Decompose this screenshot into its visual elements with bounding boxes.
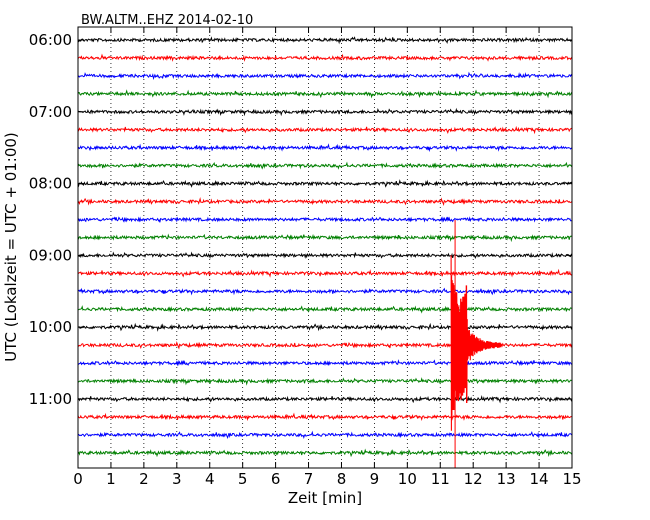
trace-0915	[77, 268, 573, 278]
trace-1030	[77, 359, 572, 367]
x-tick-label: 4	[205, 470, 215, 488]
x-tick-label: 2	[139, 470, 149, 488]
trace-0945	[77, 305, 573, 314]
trace-1000	[77, 322, 573, 332]
y-axis-label: UTC (Lokalzeit = UTC + 01:00)	[2, 132, 20, 362]
trace-1045	[77, 377, 573, 386]
trace-0630	[77, 71, 573, 80]
trace-0900	[77, 251, 573, 259]
trace-0730	[77, 143, 573, 153]
x-tick-label: 10	[398, 470, 417, 488]
plot-frame	[77, 26, 573, 469]
y-tick-label: 06:00	[29, 31, 72, 49]
trace-0600	[77, 36, 573, 45]
event-onset	[452, 285, 468, 404]
event-trace	[450, 220, 502, 468]
trace-0700	[77, 107, 573, 117]
trace-0830	[77, 216, 572, 223]
y-axis-ticks: 06:00 07:00 08:00 09:00 10:00 11:00	[29, 31, 572, 408]
x-tick-label: 0	[73, 470, 83, 488]
trace-0815	[77, 196, 573, 206]
trace-0845	[77, 233, 573, 243]
trace-1115	[77, 412, 573, 422]
x-tick-label: 13	[497, 470, 516, 488]
x-tick-label: 9	[370, 470, 380, 488]
traces	[77, 36, 573, 458]
trace-1100	[77, 395, 573, 404]
trace-0745	[77, 161, 573, 170]
x-tick-label: 15	[562, 470, 581, 488]
trace-0645	[77, 89, 573, 99]
y-tick-label: 08:00	[29, 175, 72, 193]
trace-0615	[77, 53, 573, 62]
x-tick-label: 6	[271, 470, 281, 488]
x-tick-label: 1	[106, 470, 116, 488]
y-tick-label: 09:00	[29, 246, 72, 264]
trace-0930	[77, 287, 573, 296]
y-tick-label: 10:00	[29, 318, 72, 336]
x-axis-ticks: 0 1 2 3 4 5 6 7 8 9 10 11 12 13 14 15	[73, 27, 582, 488]
x-tick-label: 14	[530, 470, 549, 488]
trace-0800	[77, 179, 573, 188]
trace-0715	[77, 125, 573, 135]
x-tick-label: 7	[304, 470, 314, 488]
trace-1130	[77, 430, 573, 439]
y-tick-label: 07:00	[29, 103, 72, 121]
x-tick-label: 5	[238, 470, 248, 488]
trace-1145	[77, 448, 573, 458]
x-tick-label: 3	[172, 470, 182, 488]
chart-title: BW.ALTM..EHZ 2014-02-10	[81, 13, 253, 28]
x-tick-label: 12	[464, 470, 483, 488]
x-tick-label: 8	[337, 470, 347, 488]
y-tick-label: 11:00	[29, 390, 72, 408]
x-axis-label: Zeit [min]	[288, 489, 362, 507]
grid-lines	[110, 27, 540, 468]
x-tick-label: 11	[431, 470, 450, 488]
